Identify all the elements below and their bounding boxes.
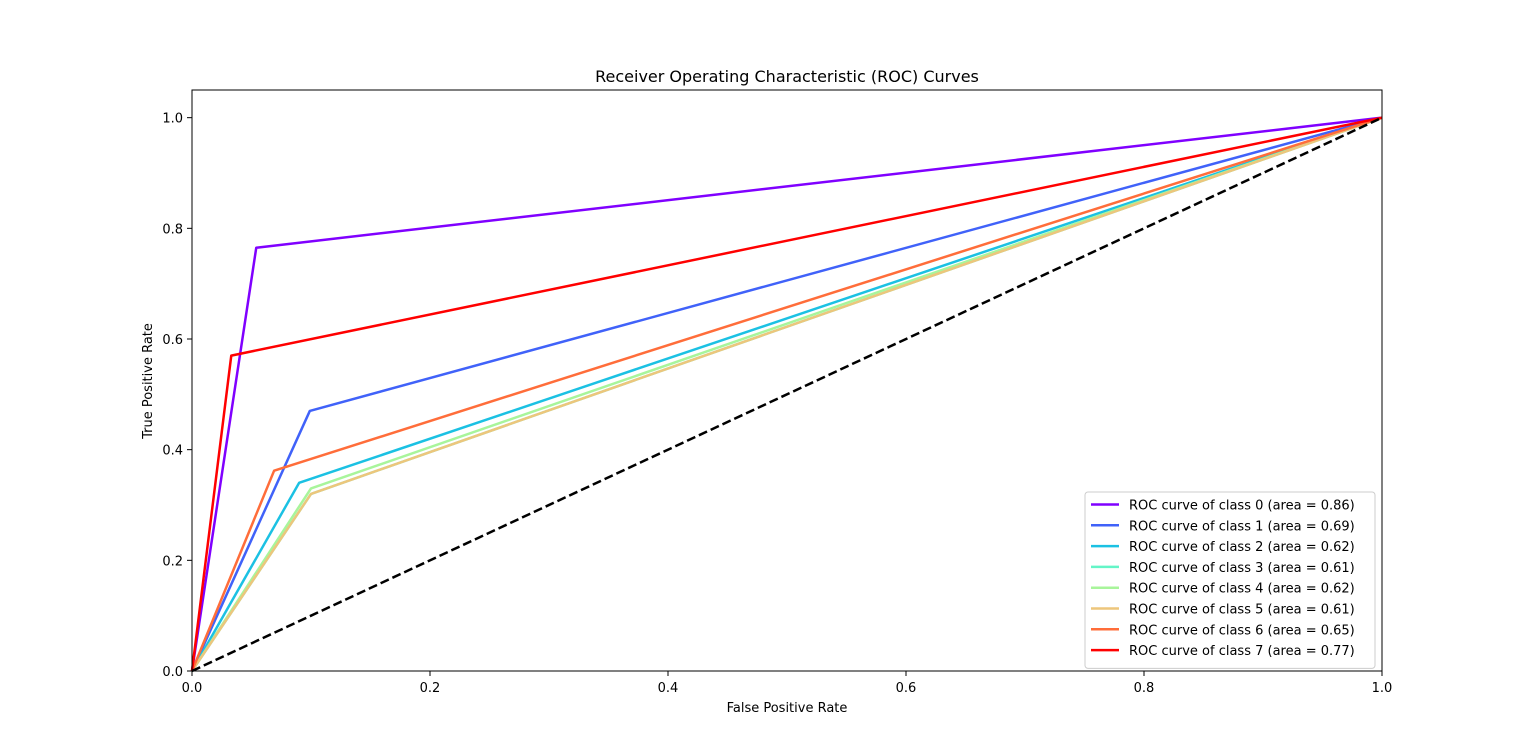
legend-label-class-0: ROC curve of class 0 (area = 0.86): [1129, 499, 1355, 514]
roc-curve-class-7: [190, 116, 1383, 672]
diagonal-reference-line: [191, 116, 1383, 673]
legend-label-class-2: ROC curve of class 2 (area = 0.62): [1129, 540, 1355, 555]
plot-frame: [191, 89, 1383, 672]
roc-curve-class-1: [190, 116, 1383, 672]
legend-label-class-6: ROC curve of class 6 (area = 0.65): [1129, 623, 1355, 638]
x-tick-label: 0.0: [182, 681, 203, 696]
legend-label-class-4: ROC curve of class 4 (area = 0.62): [1129, 582, 1355, 597]
legend-label-class-7: ROC curve of class 7 (area = 0.77): [1129, 644, 1355, 659]
plot-area: [190, 89, 1383, 673]
y-axis-ticks: 0.0 0.2 0.4 0.6 0.8 1.0: [162, 112, 192, 680]
y-tick-label: 1.0: [162, 112, 183, 127]
y-tick-label: 0.4: [162, 444, 183, 459]
y-tick-label: 0.8: [162, 222, 183, 237]
x-axis-ticks: 0.0 0.2 0.4 0.6 0.8 1.0: [182, 671, 1393, 696]
roc-curve-class-6: [190, 116, 1383, 672]
roc-curve-class-5: [190, 116, 1383, 672]
y-tick-label: 0.6: [162, 333, 183, 348]
y-axis-label: True Positive Rate: [141, 323, 156, 440]
x-tick-label: 1.0: [1372, 681, 1393, 696]
legend: ROC curve of class 0 (area = 0.86) ROC cu…: [1084, 491, 1376, 669]
y-tick-label: 0.2: [162, 554, 183, 569]
roc-curve-class-2: [190, 116, 1383, 672]
y-tick-label: 0.0: [162, 665, 183, 680]
legend-label-class-5: ROC curve of class 5 (area = 0.61): [1129, 603, 1355, 618]
x-tick-label: 0.6: [896, 681, 917, 696]
chart-title: Receiver Operating Characteristic (ROC) …: [595, 67, 979, 86]
legend-box: [1084, 491, 1376, 669]
legend-label-class-1: ROC curve of class 1 (area = 0.69): [1129, 519, 1355, 534]
roc-curve-class-0: [190, 116, 1383, 672]
x-axis-label: False Positive Rate: [727, 701, 848, 716]
x-tick-label: 0.2: [420, 681, 441, 696]
x-tick-label: 0.8: [1134, 681, 1155, 696]
legend-label-class-3: ROC curve of class 3 (area = 0.61): [1129, 561, 1355, 576]
x-tick-label: 0.4: [658, 681, 679, 696]
